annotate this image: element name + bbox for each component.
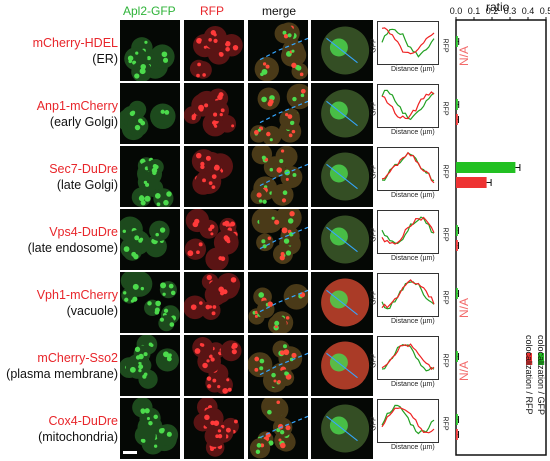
profile-xlabel: Distance (µm) bbox=[391, 318, 435, 325]
bar-gfp bbox=[456, 288, 458, 299]
micrograph-zoom bbox=[311, 272, 373, 333]
scale-bar bbox=[123, 451, 137, 454]
micrograph-merge bbox=[248, 272, 308, 333]
row-label: mCherry-Sso2 (plasma membrane) bbox=[0, 350, 118, 382]
micrograph-merge bbox=[248, 20, 308, 81]
profile-gfp-axis-label: GFP bbox=[370, 353, 378, 368]
row-protein-name: Vph1-mCherry bbox=[36, 288, 118, 302]
profile-xlabel: Distance (µm) bbox=[391, 444, 435, 451]
micrograph-merge bbox=[248, 209, 308, 270]
row-label: Vph1-mCherry (vacuole) bbox=[0, 287, 118, 319]
micrograph-rfp bbox=[184, 335, 244, 396]
header-merge: merge bbox=[262, 4, 297, 18]
bar-rfp bbox=[456, 177, 487, 188]
ratio-tick-label: 0.4 bbox=[522, 6, 535, 16]
micrograph-rfp bbox=[184, 146, 244, 207]
profile-gfp-axis-label: GFP bbox=[370, 101, 378, 116]
bar-gfp bbox=[456, 36, 458, 47]
micrograph-gfp bbox=[120, 272, 180, 333]
legend-red-swatch bbox=[526, 353, 532, 365]
micrograph-gfp bbox=[120, 20, 180, 81]
intensity-profile bbox=[377, 210, 439, 254]
micrograph-merge bbox=[248, 83, 308, 144]
micrograph-gfp bbox=[120, 335, 180, 396]
ratio-tick-label: 0.5 bbox=[540, 6, 550, 16]
profile-xlabel: Distance (µm) bbox=[391, 66, 435, 73]
intensity-profile bbox=[377, 21, 439, 65]
micrograph-zoom bbox=[311, 83, 373, 144]
profile-xlabel: Distance (µm) bbox=[391, 129, 435, 136]
row-localization: (late Golgi) bbox=[56, 178, 118, 192]
row-label: Anp1-mCherry (early Golgi) bbox=[0, 98, 118, 130]
row-localization: (ER) bbox=[92, 52, 118, 66]
row-label: Cox4-DuDre (mitochondria) bbox=[0, 413, 118, 445]
bar-gfp bbox=[456, 99, 458, 110]
bar-gfp bbox=[456, 351, 458, 362]
profile-gfp-axis-label: GFP bbox=[370, 164, 378, 179]
micrograph-zoom bbox=[311, 335, 373, 396]
row-localization: (plasma membrane) bbox=[6, 367, 118, 381]
profile-gfp-axis-label: GFP bbox=[370, 416, 378, 431]
micrograph-rfp bbox=[184, 20, 244, 81]
row-label: Vps4-DuDre (late endosome) bbox=[0, 224, 118, 256]
row-protein-name: Anp1-mCherry bbox=[36, 99, 118, 113]
micrograph-rfp bbox=[184, 272, 244, 333]
micrograph-zoom bbox=[311, 209, 373, 270]
legend-green-label: colocalization / GFP bbox=[536, 335, 546, 416]
bar-gfp bbox=[456, 162, 516, 173]
row-localization: (late endosome) bbox=[27, 241, 118, 255]
micrograph-zoom bbox=[311, 146, 373, 207]
micrograph-gfp bbox=[120, 146, 180, 207]
ratio-chart: ratio 0.0 0.1 0.2 0.3 0.4 0.5 colocalization … bbox=[448, 0, 550, 461]
micrograph-merge bbox=[248, 398, 308, 459]
ratio-tick-label: 0.3 bbox=[504, 6, 517, 16]
bar-rfp bbox=[456, 429, 458, 440]
row-localization: (mitochondria) bbox=[38, 430, 118, 444]
micrograph-rfp bbox=[184, 398, 244, 459]
micrograph-gfp bbox=[120, 398, 180, 459]
ratio-axis-title: ratio bbox=[486, 0, 510, 14]
row-label: mCherry-HDEL (ER) bbox=[0, 35, 118, 67]
ratio-tick-label: 0.0 bbox=[450, 6, 463, 16]
legend-red-label: colocalization / RFP bbox=[524, 335, 534, 415]
micrograph-gfp bbox=[120, 209, 180, 270]
intensity-profile bbox=[377, 399, 439, 443]
micrograph-merge bbox=[248, 335, 308, 396]
intensity-profile bbox=[377, 147, 439, 191]
row-localization: (early Golgi) bbox=[49, 115, 118, 129]
row-label: Sec7-DuDre (late Golgi) bbox=[0, 161, 118, 193]
bar-gfp bbox=[456, 414, 458, 425]
micrograph-rfp bbox=[184, 209, 244, 270]
bar-rfp bbox=[456, 240, 458, 251]
legend-green-swatch bbox=[538, 353, 544, 365]
profile-xlabel: Distance (µm) bbox=[391, 255, 435, 262]
micrograph-gfp bbox=[120, 83, 180, 144]
profile-gfp-axis-label: GFP bbox=[370, 290, 378, 305]
bar-gfp bbox=[456, 225, 458, 236]
header-rfp: RFP bbox=[200, 4, 224, 18]
intensity-profile bbox=[377, 273, 439, 317]
ratio-tick-label: 0.2 bbox=[486, 6, 499, 16]
micrograph-zoom bbox=[311, 398, 373, 459]
row-localization: (vacuole) bbox=[66, 304, 118, 318]
header-apl2-gfp: Apl2-GFP bbox=[123, 4, 176, 18]
intensity-profile bbox=[377, 84, 439, 128]
row-protein-name: Vps4-DuDre bbox=[49, 225, 118, 239]
ratio-tick-label: 0.1 bbox=[468, 6, 481, 16]
profile-xlabel: Distance (µm) bbox=[391, 381, 435, 388]
row-protein-name: Sec7-DuDre bbox=[49, 162, 118, 176]
row-protein-name: mCherry-Sso2 bbox=[37, 351, 118, 365]
profile-xlabel: Distance (µm) bbox=[391, 192, 435, 199]
row-protein-name: Cox4-DuDre bbox=[48, 414, 118, 428]
profile-gfp-axis-label: GFP bbox=[370, 227, 378, 242]
micrograph-rfp bbox=[184, 83, 244, 144]
bar-rfp bbox=[456, 114, 458, 125]
row-protein-name: mCherry-HDEL bbox=[32, 36, 118, 50]
micrograph-zoom bbox=[311, 20, 373, 81]
profile-gfp-axis-label: GFP bbox=[370, 38, 378, 53]
ratio-plot-frame bbox=[455, 19, 547, 456]
intensity-profile bbox=[377, 336, 439, 380]
micrograph-merge bbox=[248, 146, 308, 207]
